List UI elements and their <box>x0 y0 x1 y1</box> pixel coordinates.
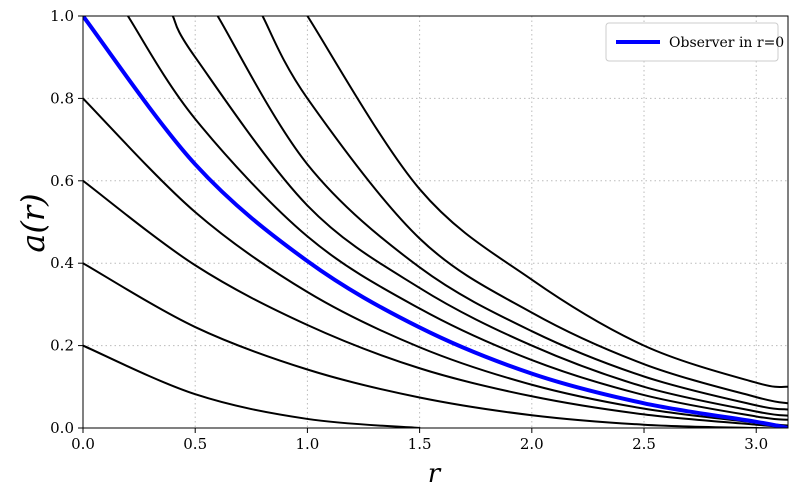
series-line-observer <box>83 16 788 428</box>
x-tick-label: 3.0 <box>744 435 768 453</box>
y-tick-label: 0.0 <box>50 419 74 437</box>
series-line-2 <box>83 179 788 428</box>
y-tick-label: 0.8 <box>50 89 74 107</box>
legend: Observer in r=0 <box>605 22 784 62</box>
y-tick-label: 0.2 <box>50 337 74 355</box>
series-line-9 <box>306 16 788 389</box>
y-tick-label: 0.6 <box>50 172 74 190</box>
axis-ticks: 0.0 0.5 1.0 1.5 2.0 2.5 3.0 0.0 0.2 0.4 0.6 0.8 1.0 <box>50 7 768 453</box>
y-tick-label: 0.4 <box>50 254 74 272</box>
series-line-1 <box>83 262 788 428</box>
x-axis-title: r <box>428 459 442 489</box>
series-line-5 <box>126 16 788 421</box>
legend-label-observer: Observer in r=0 <box>669 35 784 51</box>
x-tick-label: 1.0 <box>295 435 319 453</box>
series-line-0 <box>83 344 421 428</box>
y-axis-title: a(r) <box>14 193 52 252</box>
x-tick-label: 1.5 <box>408 435 432 453</box>
x-tick-label: 0.5 <box>183 435 207 453</box>
plot-frame <box>82 15 789 429</box>
series-group <box>83 16 788 428</box>
series-line-3 <box>83 97 788 427</box>
series-line-7 <box>216 16 788 411</box>
series-line-6 <box>171 16 788 417</box>
series-line-8 <box>261 16 788 405</box>
y-tick-label: 1.0 <box>50 7 74 25</box>
x-tick-label: 0.0 <box>71 435 95 453</box>
x-tick-label: 2.0 <box>520 435 544 453</box>
legend-box <box>605 22 779 62</box>
x-tick-label: 2.5 <box>632 435 656 453</box>
